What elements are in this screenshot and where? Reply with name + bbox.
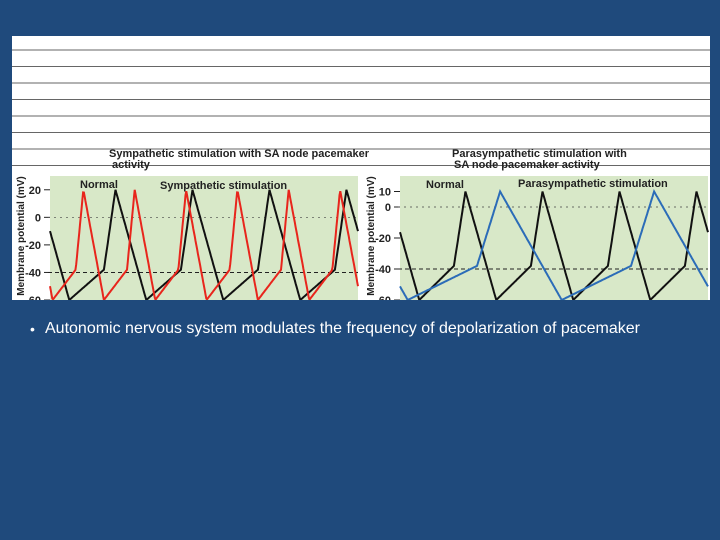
y-tick-label: 0 — [35, 212, 41, 224]
label-parasympathetic: Parasympathetic stimulation — [518, 178, 668, 190]
y-axis-label: Membrane potential (mV) — [16, 176, 27, 295]
y-tick-label: -60 — [375, 295, 391, 300]
chart-title-line2: activity — [112, 159, 151, 171]
y-tick-label: -60 — [25, 295, 41, 300]
chart-title-line1: Parasympathetic stimulation with — [452, 148, 627, 160]
plot-area — [50, 176, 358, 300]
traces — [399, 189, 709, 300]
label-sympathetic: Sympathetic stimulation — [160, 180, 287, 192]
parasympathetic-panel: Parasympathetic stimulation with SA node… — [366, 148, 709, 300]
chart-title-line1: Sympathetic stimulation with SA node pac… — [109, 148, 370, 160]
sympathetic-panel: Sympathetic stimulation with SA node pac… — [16, 148, 370, 300]
y-tick-label: 0 — [385, 202, 391, 214]
ruled-lines — [12, 49, 710, 166]
label-normal: Normal — [80, 179, 118, 191]
trace-normal — [49, 189, 359, 300]
traces — [49, 189, 359, 300]
y-tick-label: -20 — [375, 233, 391, 245]
bullet-icon: • — [30, 321, 35, 337]
trace-sympathetic-stimulation — [49, 189, 359, 300]
y-tick-label: -40 — [25, 267, 41, 279]
bullet-text: Autonomic nervous system modulates the f… — [45, 320, 640, 337]
trace-normal — [399, 191, 709, 300]
y-tick-label: 10 — [379, 187, 391, 199]
label-normal: Normal — [426, 179, 464, 191]
y-tick-label: 20 — [29, 185, 41, 197]
chart-title-line2: SA node pacemaker activity — [454, 159, 601, 171]
y-tick-label: -20 — [25, 240, 41, 252]
y-axis-label: Membrane potential (mV) — [366, 176, 377, 295]
y-tick-label: -40 — [375, 264, 391, 276]
bullet-point: • Autonomic nervous system modulates the… — [30, 318, 670, 340]
action-potential-figure: Sympathetic stimulation with SA node pac… — [12, 49, 710, 300]
trace-parasympathetic-stimulation — [399, 189, 709, 300]
figure-image: Sympathetic stimulation with SA node pac… — [12, 36, 710, 300]
y-ticks: 10 0 -20 -40 -60 — [375, 187, 708, 300]
